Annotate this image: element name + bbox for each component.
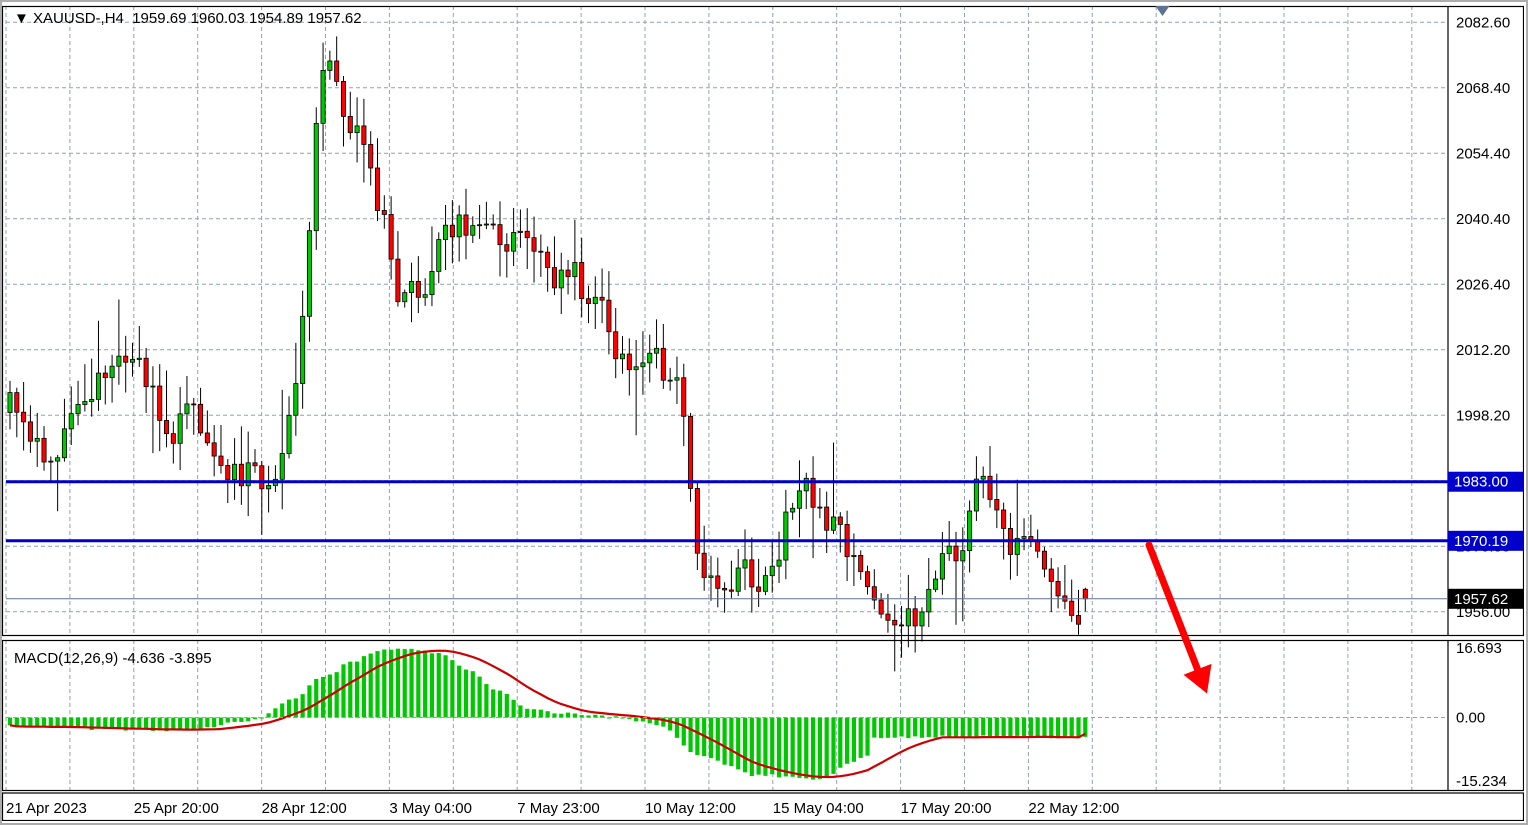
svg-text:2012.20: 2012.20 <box>1456 342 1510 359</box>
svg-text:2040.40: 2040.40 <box>1456 211 1510 228</box>
svg-text:28 Apr 12:00: 28 Apr 12:00 <box>262 800 347 817</box>
svg-text:10 May 12:00: 10 May 12:00 <box>645 800 736 817</box>
svg-text:25 Apr 20:00: 25 Apr 20:00 <box>134 800 219 817</box>
svg-text:1983.00: 1983.00 <box>1454 474 1508 491</box>
svg-text:1957.62: 1957.62 <box>1454 591 1508 608</box>
svg-text:22 May 12:00: 22 May 12:00 <box>1028 800 1119 817</box>
svg-text:0.00: 0.00 <box>1456 710 1485 727</box>
svg-text:15 May 04:00: 15 May 04:00 <box>773 800 864 817</box>
svg-text:16.693: 16.693 <box>1456 640 1502 657</box>
svg-text:7 May 23:00: 7 May 23:00 <box>517 800 600 817</box>
svg-text:3 May 04:00: 3 May 04:00 <box>389 800 472 817</box>
svg-text:2082.60: 2082.60 <box>1456 14 1510 31</box>
svg-text:-15.234: -15.234 <box>1456 773 1507 790</box>
svg-text:2026.40: 2026.40 <box>1456 276 1510 293</box>
svg-text:1970.19: 1970.19 <box>1454 533 1508 550</box>
svg-text:2068.40: 2068.40 <box>1456 80 1510 97</box>
svg-text:2054.40: 2054.40 <box>1456 145 1510 162</box>
svg-text:21 Apr 2023: 21 Apr 2023 <box>6 800 87 817</box>
svg-text:17 May 20:00: 17 May 20:00 <box>901 800 992 817</box>
svg-text:1998.20: 1998.20 <box>1456 407 1510 424</box>
